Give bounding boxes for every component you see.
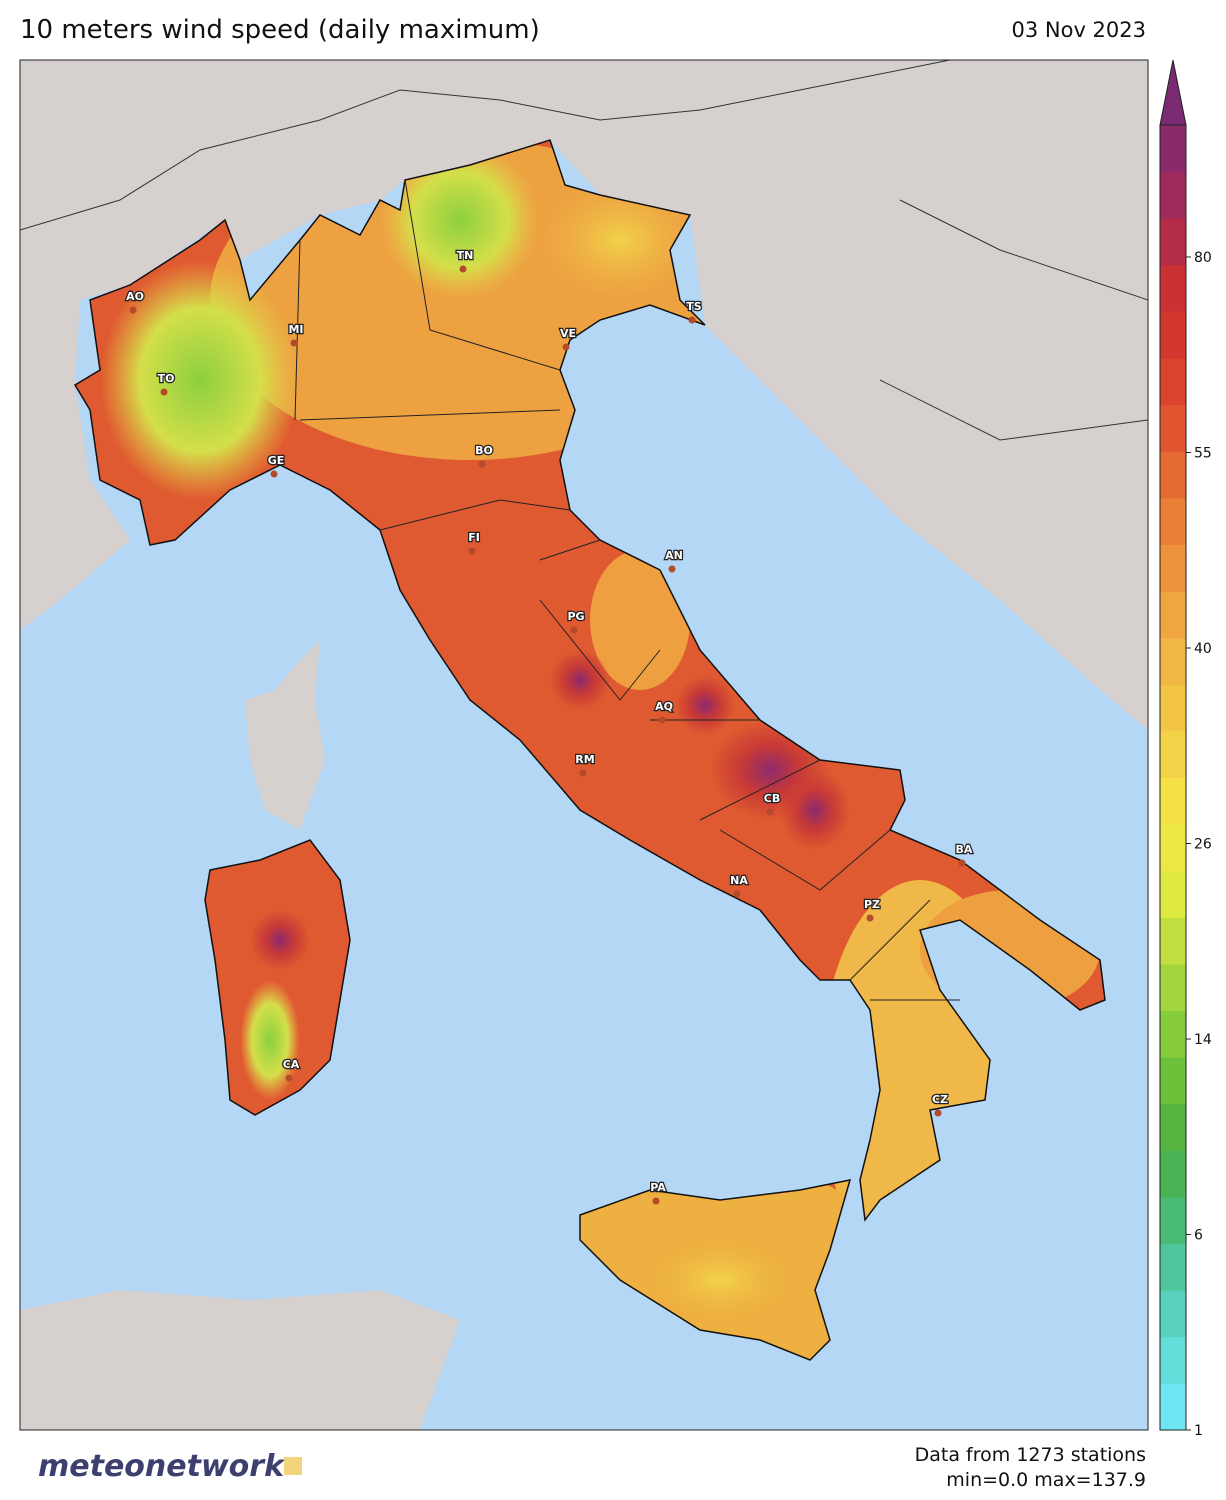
colorbar-band: [1160, 171, 1186, 219]
city-dot: [478, 460, 486, 468]
city-dot: [958, 859, 966, 867]
colorbar-tick-label: 80: [1194, 250, 1212, 266]
colorbar-band: [1160, 1196, 1186, 1245]
city-dot: [866, 914, 874, 922]
city-dot: [160, 388, 168, 396]
city-dot: [934, 1109, 942, 1117]
colorbar-band: [1160, 1057, 1186, 1105]
colorbar-band: [1160, 730, 1186, 778]
city-dot: [270, 470, 278, 478]
colorbar-tick-label: 40: [1194, 641, 1212, 657]
city-label: TN: [457, 249, 474, 262]
date: 03 Nov 2023: [1011, 18, 1146, 42]
city-label: TS: [686, 300, 702, 313]
city-dot: [688, 316, 696, 324]
city-label: CZ: [932, 1093, 948, 1106]
colorbar-band: [1160, 1010, 1186, 1058]
footer-stations: Data from 1273 stations: [915, 1444, 1146, 1466]
corsica: [245, 640, 325, 830]
colorbar-band: [1160, 591, 1186, 639]
city-label: FI: [468, 531, 480, 544]
colorbar-band: [1160, 497, 1186, 545]
colorbar-band: [1160, 777, 1186, 825]
alps-land: [20, 60, 1148, 630]
balkans-land: [690, 200, 1148, 730]
city-label: AQ: [655, 700, 673, 713]
colorbar-band: [1160, 870, 1186, 918]
colorbar-band: [1160, 1150, 1186, 1198]
map-frame: [19, 59, 1149, 1431]
title: 10 meters wind speed (daily maximum): [20, 15, 540, 45]
region-borders: [294, 179, 960, 1001]
city-label: AN: [665, 549, 683, 562]
colorbar-band: [1160, 684, 1186, 732]
city-label: CA: [283, 1058, 300, 1071]
africa-land: [20, 1290, 460, 1430]
city-label: GE: [268, 454, 285, 467]
colorbar-band: [1160, 218, 1186, 266]
city-label: MI: [288, 323, 303, 336]
city-label: NA: [730, 874, 748, 887]
country-borders: [20, 60, 1148, 441]
city-label: PZ: [864, 898, 880, 911]
colorbar-band: [1160, 125, 1186, 173]
footer-range: min=0.0 max=137.9: [946, 1469, 1146, 1491]
city-label: RM: [575, 753, 594, 766]
colorbar-band: [1160, 824, 1186, 872]
colorbar-band: [1160, 1243, 1186, 1291]
colorbar-band: [1160, 404, 1186, 452]
colorbar-band: [1160, 264, 1186, 312]
city-label: PG: [567, 610, 584, 623]
colorbar-tick-label: 55: [1194, 446, 1212, 462]
city-dot: [579, 769, 587, 777]
city-dot: [459, 265, 467, 273]
colorbar-tick-label: 1: [1194, 1423, 1203, 1439]
city-dot: [468, 547, 476, 555]
colorbar-tick-label: 26: [1194, 837, 1212, 853]
colorbar: 1 6 14 26 40 55 80: [1159, 59, 1212, 1439]
city-label: BO: [475, 444, 493, 457]
colorbar-band: [1160, 1290, 1186, 1338]
city-dot: [668, 565, 676, 573]
colorbar-band: [1160, 311, 1186, 359]
city-dot: [766, 808, 774, 816]
city-label: BA: [956, 843, 973, 856]
city-dot: [285, 1074, 293, 1082]
colorbar-band: [1160, 637, 1186, 685]
city-label: PA: [650, 1181, 666, 1194]
city-dot: [570, 626, 578, 634]
colorbar-band: [1160, 1336, 1186, 1384]
city-label: AO: [126, 290, 144, 303]
logo: meteonetwork: [38, 1449, 286, 1484]
colorbar-tick-label: 6: [1194, 1228, 1203, 1244]
city-dot: [129, 306, 137, 314]
colorbar-band: [1160, 1383, 1186, 1431]
city-label: VE: [560, 327, 576, 340]
colorbar-extend: [1159, 59, 1187, 126]
city-dot: [290, 339, 298, 347]
colorbar-band: [1160, 917, 1186, 965]
colorbar-frame: [1159, 124, 1187, 1431]
city-dot: [652, 1197, 660, 1205]
colorbar-band: [1160, 451, 1186, 499]
city-label: CB: [764, 792, 780, 805]
coastline: [73, 139, 1106, 1361]
colorbar-band: [1160, 544, 1186, 592]
logo-square: [284, 1457, 302, 1475]
colorbar-band: [1160, 1103, 1186, 1151]
city-dot: [562, 343, 570, 351]
city-label: TO: [158, 372, 175, 385]
map-area: [20, 60, 1148, 1430]
city-labels: AO TO MI GE TN VE TS BO FI AN PG AQ RM CB BA NA PZ CA CZ PA: [125, 248, 974, 1205]
colorbar-band: [1160, 358, 1186, 406]
colorbar-band: [1160, 963, 1186, 1012]
city-dot: [733, 890, 741, 898]
colorbar-tick-label: 14: [1194, 1032, 1212, 1048]
city-dot: [658, 716, 666, 724]
